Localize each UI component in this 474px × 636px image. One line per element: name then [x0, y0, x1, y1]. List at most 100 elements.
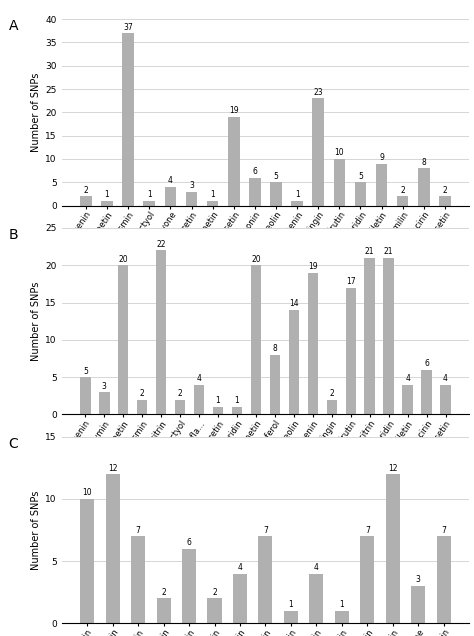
Bar	[376, 163, 387, 205]
Bar	[208, 598, 221, 623]
Bar	[249, 177, 261, 205]
Text: 2: 2	[212, 588, 217, 597]
Bar	[232, 407, 242, 415]
Text: 2: 2	[443, 186, 447, 195]
Bar	[80, 377, 91, 415]
Bar	[175, 399, 185, 415]
Text: 3: 3	[102, 382, 107, 391]
Bar	[207, 201, 219, 205]
Bar	[156, 598, 171, 623]
Bar	[270, 355, 280, 415]
Text: 2: 2	[329, 389, 334, 398]
Text: 5: 5	[273, 172, 278, 181]
Text: 2: 2	[140, 389, 145, 398]
Text: 3: 3	[189, 181, 194, 190]
Text: 20: 20	[118, 255, 128, 264]
Text: 1: 1	[216, 396, 220, 406]
Text: 4: 4	[405, 374, 410, 383]
Bar	[194, 385, 204, 415]
Bar	[383, 258, 394, 415]
Bar	[164, 187, 176, 205]
Text: 1: 1	[147, 190, 152, 200]
Bar	[156, 251, 166, 415]
Text: B: B	[9, 228, 18, 242]
Text: 6: 6	[424, 359, 429, 368]
Bar	[233, 574, 247, 623]
Bar	[101, 201, 113, 205]
Bar	[411, 586, 425, 623]
Text: 6: 6	[187, 538, 191, 547]
Text: A: A	[9, 19, 18, 33]
Text: 7: 7	[136, 526, 140, 535]
Bar	[360, 536, 374, 623]
Bar	[365, 258, 375, 415]
Text: 4: 4	[237, 563, 242, 572]
Text: 23: 23	[313, 88, 323, 97]
Bar	[439, 197, 451, 205]
Bar	[421, 370, 432, 415]
Bar	[122, 33, 134, 205]
Text: 1: 1	[339, 600, 344, 609]
Text: 14: 14	[289, 300, 299, 308]
Text: 19: 19	[229, 106, 238, 116]
Text: 8: 8	[421, 158, 426, 167]
Text: 21: 21	[365, 247, 374, 256]
Text: 4: 4	[314, 563, 319, 572]
Text: 17: 17	[346, 277, 356, 286]
Text: 37: 37	[123, 22, 133, 32]
Bar	[335, 611, 349, 623]
Text: 19: 19	[308, 262, 318, 271]
Y-axis label: Number of SNPs: Number of SNPs	[31, 282, 41, 361]
Bar	[186, 191, 197, 205]
Bar	[437, 536, 451, 623]
Text: 2: 2	[401, 186, 405, 195]
Bar	[106, 474, 119, 623]
Bar	[292, 201, 303, 205]
Bar	[80, 499, 94, 623]
Bar	[386, 474, 400, 623]
Bar	[213, 407, 223, 415]
Bar	[397, 197, 409, 205]
Bar	[308, 273, 318, 415]
Bar	[289, 310, 299, 415]
Bar	[80, 197, 92, 205]
Text: 5: 5	[358, 172, 363, 181]
Bar	[327, 399, 337, 415]
Text: 22: 22	[156, 240, 166, 249]
Text: 6: 6	[253, 167, 257, 176]
Text: 7: 7	[263, 526, 268, 535]
Bar	[99, 392, 109, 415]
Bar	[310, 574, 323, 623]
Text: 10: 10	[82, 488, 92, 497]
Text: 7: 7	[365, 526, 370, 535]
Bar	[258, 536, 273, 623]
Text: 1: 1	[295, 190, 300, 200]
Text: 5: 5	[83, 366, 88, 376]
Bar	[144, 201, 155, 205]
Bar	[118, 265, 128, 415]
Text: 4: 4	[197, 374, 201, 383]
Bar	[137, 399, 147, 415]
Bar	[334, 159, 345, 205]
Bar	[270, 183, 282, 205]
Text: 2: 2	[178, 389, 182, 398]
Text: 1: 1	[235, 396, 239, 406]
Y-axis label: Number of SNPs: Number of SNPs	[31, 490, 41, 570]
Text: 12: 12	[388, 464, 398, 473]
Bar	[418, 169, 429, 205]
Bar	[402, 385, 413, 415]
Bar	[440, 385, 451, 415]
Bar	[228, 117, 239, 205]
Text: 9: 9	[379, 153, 384, 162]
Bar	[346, 287, 356, 415]
Text: C: C	[9, 437, 18, 451]
Text: 3: 3	[416, 576, 421, 584]
Text: 20: 20	[251, 255, 261, 264]
Text: 7: 7	[441, 526, 446, 535]
Text: 10: 10	[335, 148, 344, 158]
Bar	[355, 183, 366, 205]
Text: 1: 1	[210, 190, 215, 200]
Text: 2: 2	[83, 186, 88, 195]
Text: 21: 21	[384, 247, 393, 256]
Bar	[182, 549, 196, 623]
